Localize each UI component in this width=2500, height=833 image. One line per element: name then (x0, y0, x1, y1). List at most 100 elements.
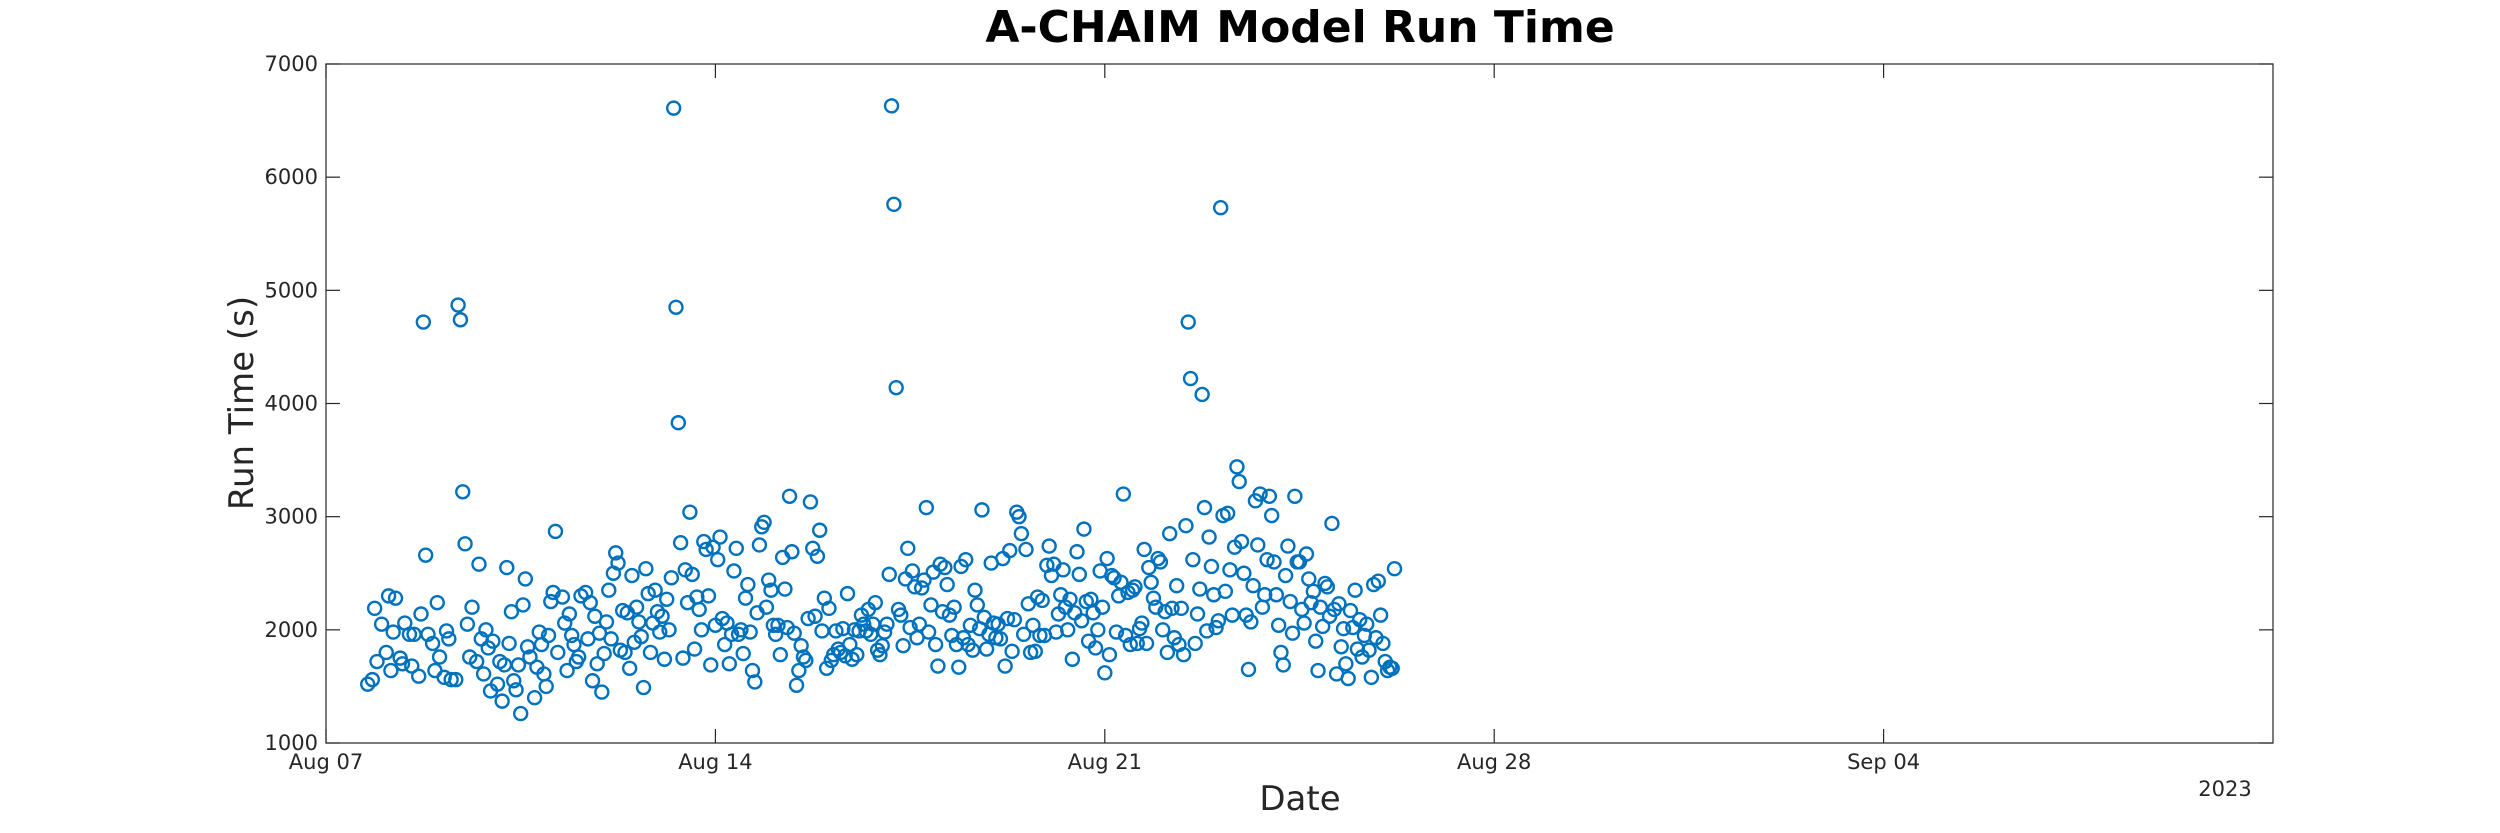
data-point (566, 636, 582, 653)
data-point (1155, 622, 1171, 638)
data-point (1187, 635, 1203, 652)
data-point (515, 597, 531, 613)
data-point (691, 601, 707, 618)
data-point (1349, 641, 1366, 657)
data-point (360, 676, 376, 692)
data-point (404, 658, 420, 674)
data-point (563, 627, 580, 644)
data-point (844, 651, 860, 667)
x-tick-label: Sep 04 (1847, 750, 1920, 774)
data-point (621, 660, 638, 677)
y-tick-label: 3000 (265, 505, 318, 529)
data-point (1347, 582, 1363, 598)
data-point (839, 585, 856, 602)
data-point (1263, 507, 1280, 524)
data-point (443, 671, 459, 688)
data-point (742, 624, 758, 640)
data-point (1138, 635, 1155, 652)
data-point (663, 570, 680, 586)
data-point (1201, 529, 1217, 545)
data-point (1006, 611, 1023, 628)
data-point (1136, 541, 1152, 558)
data-point (1192, 581, 1208, 597)
plot-frame (325, 63, 2274, 744)
data-point (589, 656, 605, 672)
data-point (930, 658, 946, 674)
data-point (867, 594, 884, 611)
data-point (459, 616, 476, 632)
data-point (494, 693, 510, 709)
data-point (659, 591, 675, 607)
data-point (1312, 599, 1329, 615)
data-point (1222, 562, 1238, 578)
y-tick-label: 6000 (265, 165, 318, 189)
data-point (411, 668, 427, 684)
data-point (1175, 647, 1192, 663)
data-point (767, 626, 784, 643)
data-point (904, 563, 921, 579)
chart-title: A-CHAIM Model Run Time (985, 2, 1614, 53)
data-point (471, 556, 487, 572)
data-point (958, 551, 974, 568)
data-point (1143, 574, 1159, 591)
data-point (1219, 505, 1236, 521)
data-point (1073, 613, 1090, 629)
data-point (1134, 615, 1150, 631)
data-point (1004, 643, 1020, 660)
data-point (522, 649, 538, 665)
data-point (733, 622, 749, 638)
data-point (661, 622, 677, 638)
data-point (862, 626, 879, 643)
data-point (920, 624, 937, 640)
data-point (1113, 574, 1129, 591)
data-point (617, 644, 633, 661)
data-point (584, 673, 601, 689)
data-point (1027, 643, 1043, 660)
data-point (1333, 639, 1349, 655)
data-point (1097, 665, 1113, 681)
data-point (809, 548, 826, 564)
x-tick-label: Aug 21 (1068, 750, 1142, 774)
data-points (360, 98, 1403, 722)
data-point (786, 625, 802, 641)
data-point (1108, 624, 1125, 640)
data-point (1185, 551, 1201, 568)
data-point (1034, 592, 1050, 609)
data-point (802, 494, 819, 510)
data-point (1168, 577, 1185, 594)
axis-ticks: 1000 2000 3000 4000 5000 6000 7000 Aug 07 Aug 14… (265, 52, 2273, 774)
x-axis-label: Date (1259, 779, 1340, 819)
data-point (684, 566, 700, 583)
data-point (1180, 314, 1196, 330)
data-point (424, 635, 441, 652)
data-point (517, 571, 534, 587)
data-point (1342, 602, 1359, 619)
data-point (394, 656, 411, 672)
data-point (1261, 488, 1278, 504)
data-point (1268, 587, 1285, 603)
data-point (533, 636, 550, 653)
data-point (1064, 651, 1081, 667)
data-point (596, 645, 612, 662)
data-point (635, 679, 652, 696)
data-point (1314, 618, 1331, 635)
data-point (927, 636, 944, 653)
data-point (1370, 573, 1387, 589)
data-point (478, 622, 494, 638)
data-point (900, 540, 916, 557)
data-point (519, 639, 536, 655)
data-point (427, 662, 443, 679)
data-point (1032, 627, 1048, 644)
data-point (1025, 617, 1041, 634)
data-point (1224, 607, 1240, 623)
data-point (364, 671, 381, 688)
data-point (1069, 544, 1085, 560)
data-point (513, 705, 529, 722)
data-point (937, 559, 953, 576)
data-point (895, 637, 911, 654)
data-point (413, 606, 429, 622)
data-point (1294, 601, 1310, 618)
data-point (886, 196, 902, 213)
data-point (1359, 616, 1375, 632)
data-point (1240, 661, 1257, 678)
